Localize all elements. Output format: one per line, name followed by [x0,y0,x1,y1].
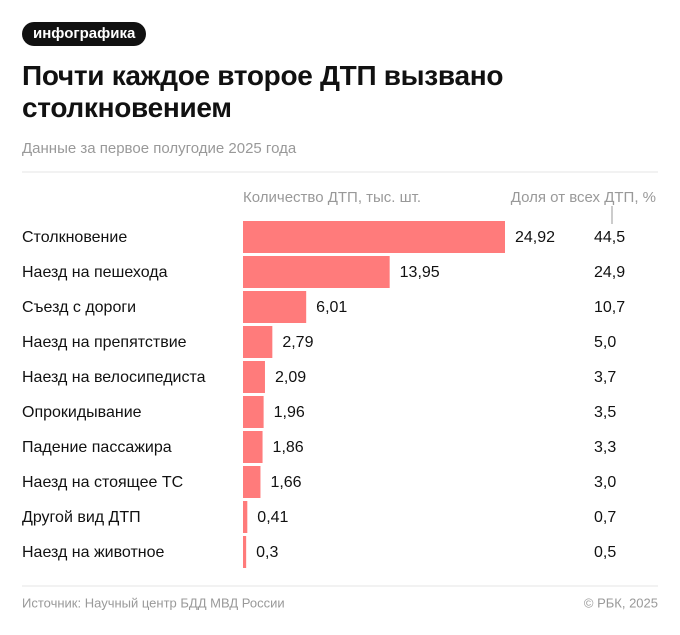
share-label: 3,7 [594,369,616,386]
share-label: 10,7 [594,299,625,316]
category-label: Наезд на животное [22,544,165,561]
category-label: Наезд на пешехода [22,264,168,281]
value-label: 0,3 [256,544,278,561]
bar [243,536,247,568]
share-label: 3,5 [594,404,616,421]
bar [243,256,390,288]
bar [243,431,263,463]
value-label: 1,96 [274,404,305,421]
category-label: Другой вид ДТП [22,509,141,526]
share-label: 5,0 [594,334,616,351]
chart-title: Почти каждое второе ДТП вызвано столкнов… [22,60,504,123]
category-label: Съезд с дороги [22,299,136,316]
subtitle: Данные за первое полугодие 2025 года [22,140,297,157]
value-label: 2,09 [275,369,306,386]
share-label: 3,3 [594,439,616,456]
bar [243,291,307,323]
source: Источник: Научный центр БДД МВД России [22,595,285,610]
copyright: © РБК, 2025 [584,595,658,610]
bar [243,361,265,393]
value-header: Количество ДТП, тыс. шт. [243,189,421,206]
value-label: 1,86 [273,439,304,456]
category-label: Наезд на велосипедиста [22,369,206,386]
bar [243,326,273,358]
category-label: Наезд на препятствие [22,334,187,351]
share-label: 44,5 [594,229,625,246]
bar [243,501,248,533]
value-label: 0,41 [257,509,288,526]
category-label: Столкновение [22,229,127,246]
badge: инфографика [22,22,147,46]
value-label: 6,01 [316,299,347,316]
share-header: Доля от всех ДТП, % [511,189,656,206]
share-label: 0,5 [594,544,616,561]
bar [243,221,505,253]
category-label: Наезд на стоящее ТС [22,474,183,491]
category-label: Падение пассажира [22,439,172,456]
bar [243,396,264,428]
share-label: 3,0 [594,474,616,491]
value-label: 13,95 [400,264,440,281]
category-label: Опрокидывание [22,404,142,421]
bar [243,466,261,498]
value-label: 24,92 [515,229,555,246]
share-label: 0,7 [594,509,616,526]
value-label: 1,66 [270,474,301,491]
value-label: 2,79 [282,334,313,351]
share-label: 24,9 [594,264,625,281]
